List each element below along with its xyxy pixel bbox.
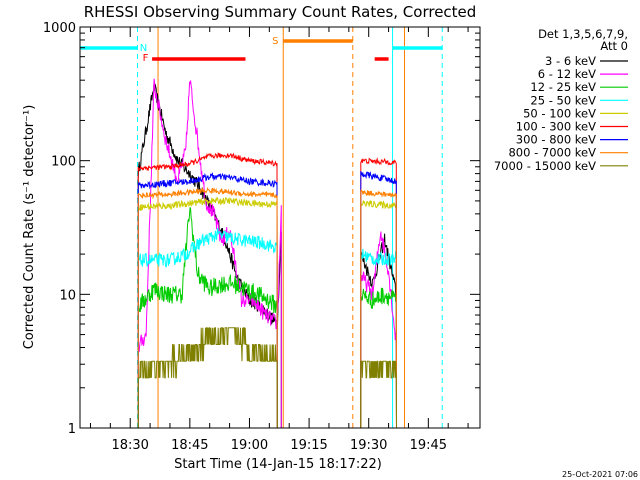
legend-entry: 800 - 7000 keV: [508, 146, 596, 160]
series-line: [137, 196, 397, 429]
series-line: [137, 207, 397, 429]
y-tick-label: 1: [68, 422, 76, 437]
legend-entry: 3 - 6 keV: [545, 54, 596, 68]
flag-label: N: [140, 43, 147, 54]
x-tick-label: 18:30: [111, 438, 148, 453]
legend-entry: 100 - 300 keV: [516, 120, 596, 134]
series-line: [137, 170, 397, 429]
x-tick-label: 19:45: [410, 438, 447, 453]
legend-entry: 12 - 25 keV: [530, 80, 596, 94]
flag-label: S: [272, 36, 278, 47]
legend-entry: 300 - 800 keV: [516, 133, 596, 147]
legend-entry: 6 - 12 keV: [538, 67, 596, 81]
x-axis-label: Start Time (14-Jan-15 18:17:22): [174, 457, 382, 472]
legend-entry: 50 - 100 keV: [523, 106, 596, 120]
flag-label: F: [143, 53, 149, 64]
series-line: [137, 78, 397, 429]
legend-header: Att 0: [600, 39, 628, 53]
series-line: [137, 327, 397, 429]
y-axis-label: Corrected Count Rate (s⁻¹ detector⁻¹): [22, 105, 37, 350]
timestamp: 25-Oct-2021 07:06: [562, 470, 638, 479]
y-tick-label: 10: [59, 288, 76, 303]
x-tick-label: 19:30: [350, 438, 387, 453]
series-line: [137, 152, 397, 429]
x-tick-label: 19:00: [231, 438, 268, 453]
legend-header: Det 1,3,5,6,7,9,: [538, 27, 628, 41]
series-line: [137, 80, 397, 429]
series-line: [137, 186, 397, 429]
plot-frame: [79, 26, 481, 429]
chart-title: RHESSI Observing Summary Count Rates, Co…: [84, 3, 477, 21]
series-line: [137, 227, 397, 429]
y-tick-label: 1000: [43, 21, 76, 36]
x-tick-label: 18:45: [171, 438, 208, 453]
plot-area: NF S 1 10 100 1000 18:30 18:45 19:00 19:15 19:30 19…: [43, 21, 481, 453]
y-tick-label: 100: [51, 155, 76, 170]
legend-entry: 7000 - 15000 keV: [494, 159, 596, 173]
legend-entry: 25 - 50 keV: [530, 93, 596, 107]
x-tick-label: 19:15: [290, 438, 327, 453]
